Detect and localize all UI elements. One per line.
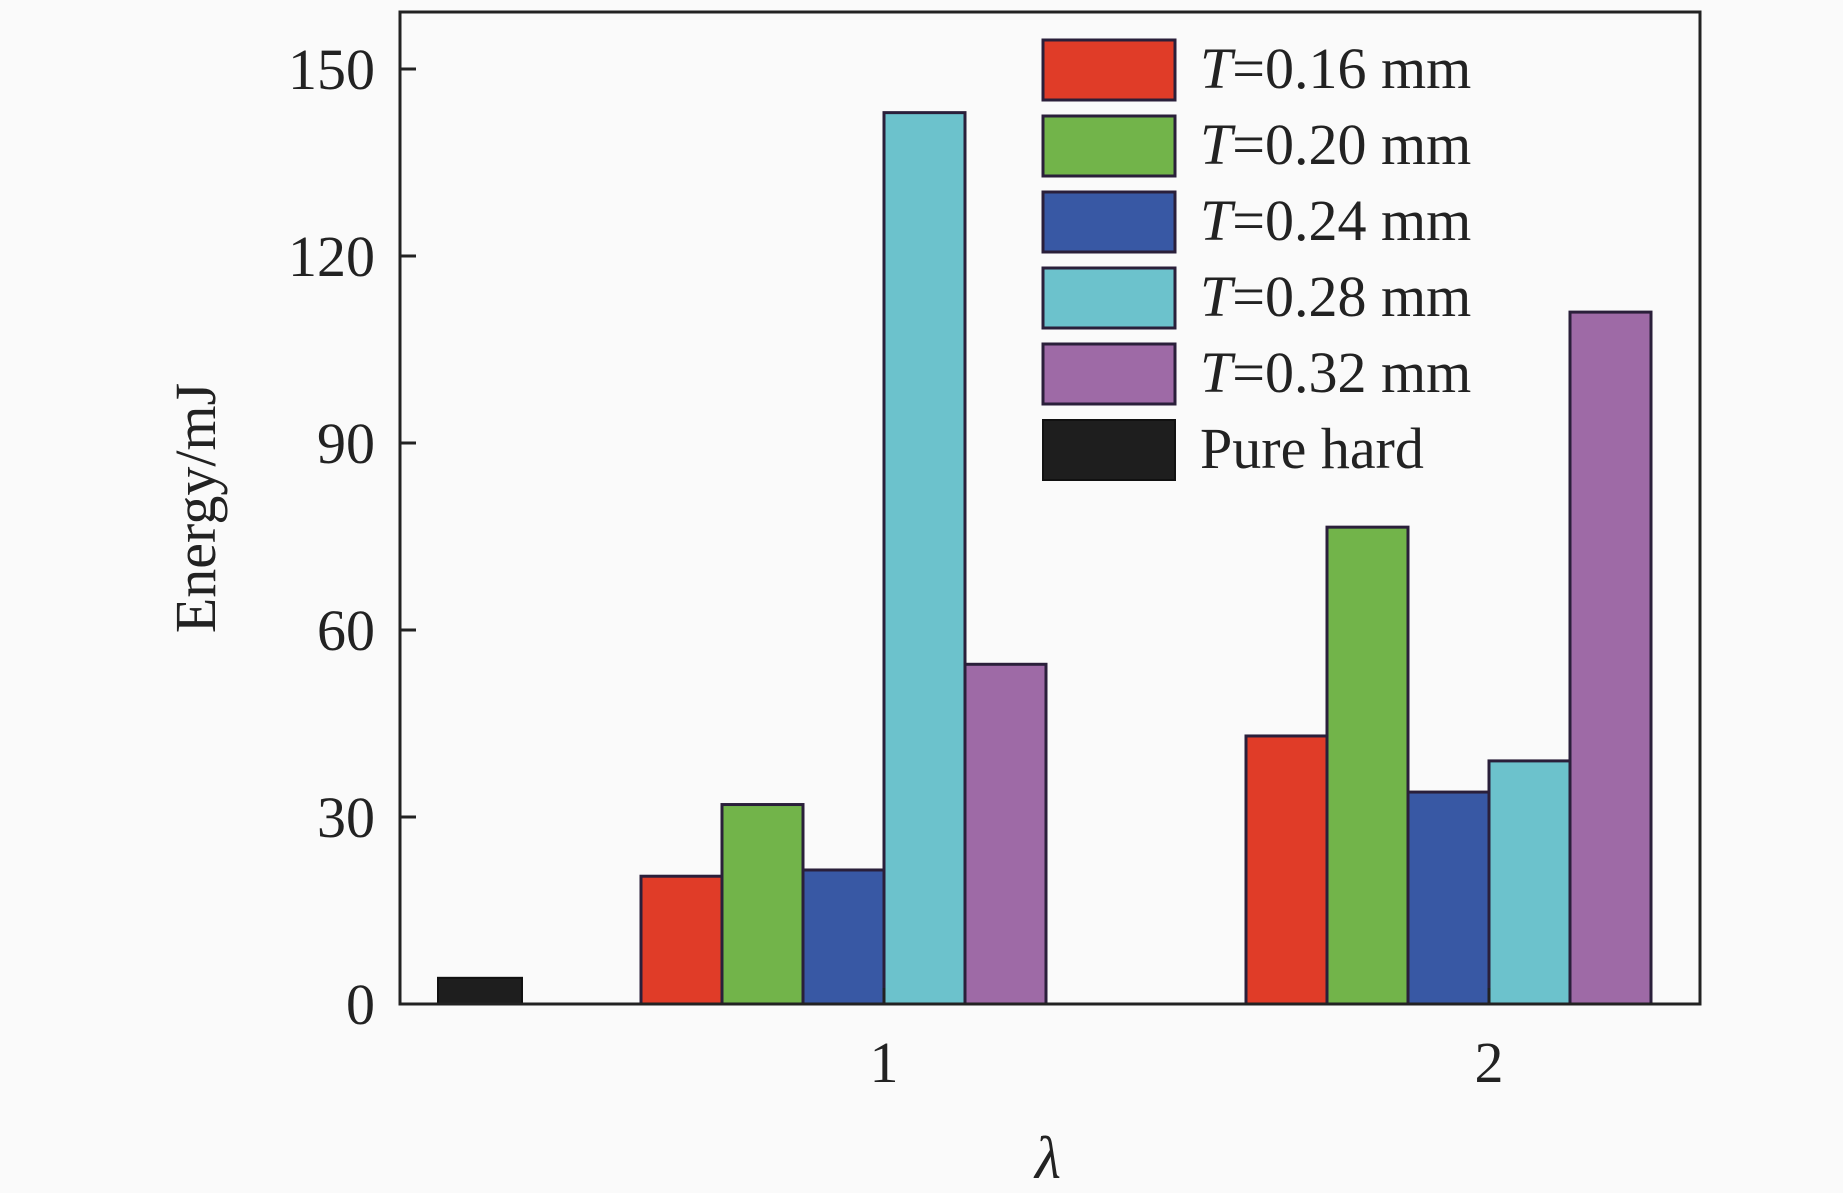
- bar-t-0-24-mm-cat-1: [801, 868, 886, 1006]
- y-tick-label: 120: [288, 224, 375, 289]
- bar-t-0-20-mm-cat-2: [1325, 525, 1410, 1006]
- legend-swatch: [1041, 190, 1177, 254]
- bar-t-0-32-mm-cat-2: [1568, 310, 1653, 1006]
- legend-label: T=0.20 mm: [1200, 112, 1471, 177]
- legend-swatch-pure-hard: [1042, 419, 1176, 481]
- legend-swatch: [1041, 38, 1177, 102]
- bar-t-0-16-mm-cat-2: [1244, 734, 1329, 1006]
- bar-t-0-16-mm-cat-1: [639, 874, 724, 1006]
- legend-label: T=0.28 mm: [1200, 264, 1471, 329]
- legend-label: T=0.32 mm: [1200, 340, 1471, 405]
- legend-swatch: [1041, 114, 1177, 178]
- y-tick-label: 30: [317, 785, 375, 850]
- legend: T=0.16 mmT=0.20 mmT=0.24 mmT=0.28 mmT=0.…: [1041, 36, 1471, 481]
- bar-t-0-28-mm-cat-2: [1487, 759, 1572, 1006]
- legend-swatch: [1041, 266, 1177, 330]
- bar-t-0-24-mm-cat-2: [1406, 790, 1491, 1006]
- y-tick-label: 150: [288, 37, 375, 102]
- bar-t-0-20-mm-cat-1: [720, 803, 805, 1006]
- x-tick-label: 1: [870, 1030, 899, 1095]
- bar-t-0-28-mm-cat-1: [882, 111, 967, 1006]
- legend-label-rest: =0.24 mm: [1232, 188, 1471, 253]
- bar-t-0-32-mm-cat-1: [963, 662, 1048, 1006]
- legend-label-rest: =0.20 mm: [1232, 112, 1471, 177]
- legend-label-italic: T: [1200, 188, 1236, 253]
- legend-label-italic: T: [1200, 36, 1236, 101]
- legend-label-italic: T: [1200, 112, 1236, 177]
- bars-layer: [437, 111, 1653, 1006]
- plot-frame: [398, 10, 1702, 1006]
- legend-swatch: [1041, 342, 1177, 406]
- legend-label: T=0.16 mm: [1200, 36, 1471, 101]
- legend-label-rest: =0.16 mm: [1232, 36, 1471, 101]
- legend-label-rest: =0.32 mm: [1232, 340, 1471, 405]
- legend-label: T=0.24 mm: [1200, 188, 1471, 253]
- x-tick-label: 2: [1475, 1030, 1504, 1095]
- x-axis-label: λ: [1033, 1125, 1061, 1191]
- bar-pure-hard: [437, 976, 523, 1005]
- legend-label-rest: =0.28 mm: [1232, 264, 1471, 329]
- y-tick-label: 60: [317, 598, 375, 663]
- y-tick-label: 0: [346, 972, 375, 1037]
- y-axis-label: Energy/mJ: [163, 383, 228, 633]
- legend-label-pure-hard: Pure hard: [1200, 416, 1424, 481]
- y-tick-label: 90: [317, 411, 375, 476]
- legend-label-italic: T: [1200, 340, 1236, 405]
- legend-label-italic: T: [1200, 264, 1236, 329]
- y-axis: 0 30 60 90 120 150: [288, 37, 416, 1037]
